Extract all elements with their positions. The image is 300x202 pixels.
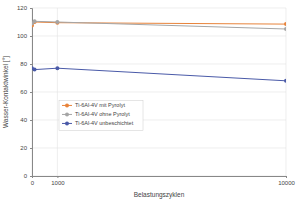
y-axis: 0 20 40 60 80 100 120 [17, 5, 33, 179]
legend-item: Ti-6Al-4V ohne Pyrolyt [62, 111, 130, 117]
tick-mark [30, 8, 32, 9]
grid-line [32, 148, 286, 149]
series-line [32, 68, 286, 81]
tick: 20 [20, 145, 32, 151]
legend-item: Ti-6Al-4V mit Pyrolyt [62, 102, 125, 108]
tick-mark [30, 148, 32, 149]
tick: 0 [31, 176, 35, 186]
legend-marker [65, 112, 69, 116]
series-line [32, 21, 286, 29]
marker [33, 68, 37, 72]
axis-line [30, 9, 33, 177]
grid [32, 8, 286, 176]
x-axis: 0 1000 10000 [31, 176, 296, 186]
tick-label: 20 [20, 145, 27, 151]
tick-mark [30, 92, 32, 93]
marker [284, 22, 286, 26]
tick-label: 80 [20, 61, 27, 67]
tick: 60 [20, 89, 32, 95]
tick: 0 [24, 173, 32, 179]
y-axis-title: Wasser-Kontaktwinkel [°] [2, 56, 10, 128]
legend: Ti-6Al-4V mit Pyrolyt Ti-6Al-4V ohne Pyro… [59, 100, 143, 130]
grid-line [32, 64, 286, 65]
tick: 120 [17, 5, 32, 11]
tick: 1000 [51, 176, 65, 186]
marker [55, 66, 59, 70]
legend-label: Ti-6Al-4V ohne Pyrolyt [75, 111, 130, 117]
tick-label: 0 [31, 180, 35, 186]
plot-area: 0 1000 10000 0 20 40 60 80 100 120 Ti-6Al-4V mit P… [17, 5, 296, 186]
grid-line [32, 8, 286, 9]
tick-mark [30, 64, 32, 65]
tick-label: 40 [20, 117, 27, 123]
tick: 40 [20, 117, 32, 123]
marker [55, 20, 59, 24]
tick: 100 [17, 33, 32, 39]
tick-label: 1000 [51, 180, 65, 186]
tick-label: 0 [24, 173, 28, 179]
tick: 80 [20, 61, 32, 67]
legend-marker [65, 103, 69, 107]
grid-line [286, 8, 287, 176]
tick-label: 10000 [278, 180, 295, 186]
grid-line [57, 8, 58, 176]
tick-mark [286, 176, 287, 178]
legend-item: Ti-6Al-4V unbeschichtet [62, 120, 134, 126]
grid-line [32, 92, 286, 93]
marker [55, 21, 59, 25]
legend-label: Ti-6Al-4V unbeschichtet [75, 120, 134, 126]
x-axis-title: Belastungszyklen [134, 191, 185, 199]
marker [284, 27, 286, 31]
tick-mark [57, 176, 58, 178]
axis-line [33, 177, 287, 179]
tick-mark [30, 176, 32, 177]
marker [284, 79, 286, 83]
legend-marker [65, 121, 69, 125]
marker [33, 19, 37, 23]
tick: 10000 [278, 176, 295, 186]
tick-mark [30, 120, 32, 121]
tick-label: 100 [17, 33, 28, 39]
series-group [32, 19, 286, 83]
grid-line [32, 36, 286, 37]
chart: 0 1000 10000 0 20 40 60 80 100 120 Ti-6Al-4V mit P… [0, 0, 300, 202]
tick-label: 60 [20, 89, 27, 95]
tick-label: 120 [17, 5, 28, 11]
tick-mark [30, 36, 32, 37]
legend-box [59, 100, 143, 130]
legend-label: Ti-6Al-4V mit Pyrolyt [75, 102, 125, 108]
